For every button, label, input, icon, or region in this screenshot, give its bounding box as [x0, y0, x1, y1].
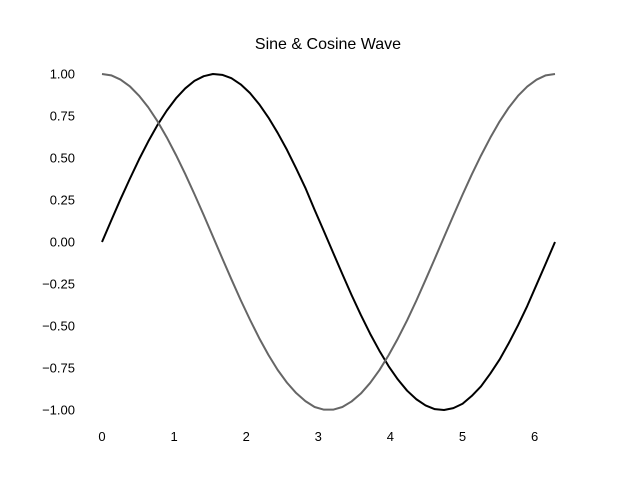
y-tick-label: 0.50: [50, 151, 75, 166]
series-line-0: [101, 73, 556, 411]
x-tick-label: 4: [387, 429, 394, 444]
y-tick-label: −1.00: [42, 403, 75, 418]
x-tick-label: 1: [170, 429, 177, 444]
y-tick-label: −0.25: [42, 277, 75, 292]
x-tick-label: 6: [531, 429, 538, 444]
plot-series: [101, 73, 556, 411]
y-tick-label: 0.25: [50, 193, 75, 208]
x-tick-label: 0: [98, 429, 105, 444]
y-tick-label: −0.75: [42, 361, 75, 376]
y-tick-label: 0.00: [50, 235, 75, 250]
y-tick-label: 1.00: [50, 67, 75, 82]
y-axis-ticks: 1.00 0.75 0.50 0.25 0.00 −0.25 −0.50 −0.75 −1.00: [42, 67, 75, 418]
x-tick-label: 5: [459, 429, 466, 444]
y-tick-label: 0.75: [50, 109, 75, 124]
y-tick-label: −0.50: [42, 319, 75, 334]
series-line-1: [101, 73, 556, 411]
x-tick-label: 3: [315, 429, 322, 444]
x-tick-label: 2: [243, 429, 250, 444]
chart-title: Sine & Cosine Wave: [255, 36, 401, 53]
x-axis-ticks: 0 1 2 3 4 5 6: [98, 429, 538, 444]
